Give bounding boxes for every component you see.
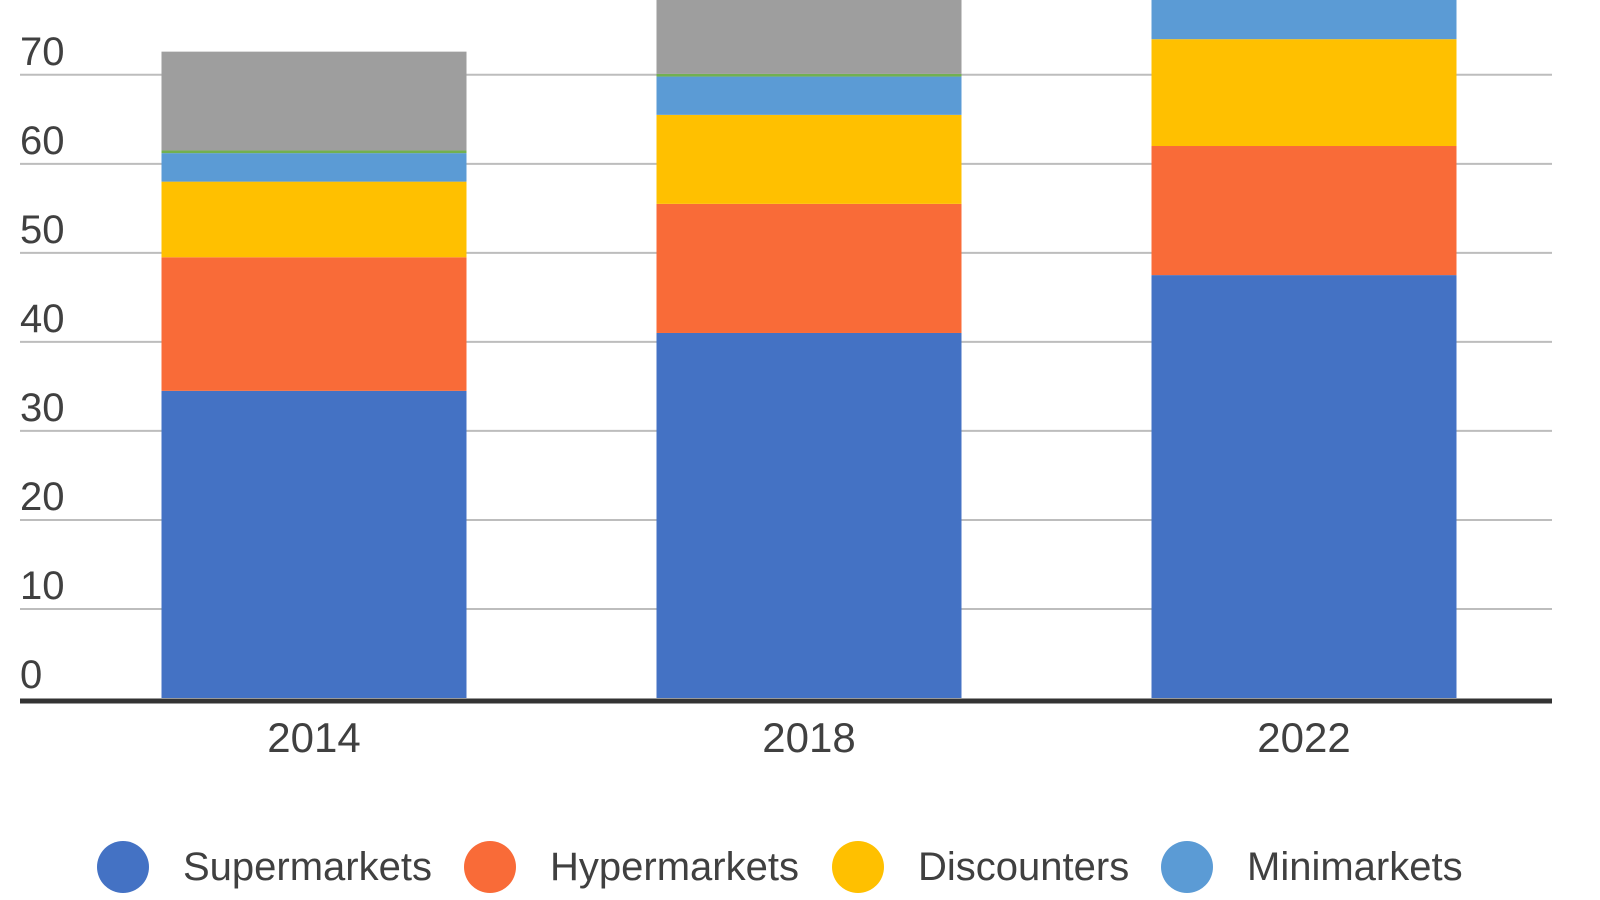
y-tick-label: 70 bbox=[20, 30, 65, 74]
y-tick-label: 40 bbox=[20, 297, 65, 341]
x-tick-label-2022: 2022 bbox=[1257, 714, 1350, 761]
legend-marker-discounters bbox=[832, 841, 884, 893]
x-tick-label-2018: 2018 bbox=[762, 714, 855, 761]
y-tick-label: 0 bbox=[20, 653, 42, 697]
x-tick-label-2014: 2014 bbox=[267, 714, 360, 761]
legend-marker-minimarkets bbox=[1161, 841, 1213, 893]
y-tick-label: 60 bbox=[20, 119, 65, 163]
bar-segment-2014-hypermarkets bbox=[161, 257, 467, 391]
bar-segment-2014-series-5 bbox=[161, 150, 467, 154]
bar-segment-2022-minimarkets bbox=[1151, 0, 1457, 40]
legend: Supermarkets Hypermarkets Discounters Minim… bbox=[97, 841, 1463, 893]
bar-segment-2018-hypermarkets bbox=[656, 203, 962, 333]
bar-segment-2014-supermarkets bbox=[161, 390, 467, 698]
bar-segment-2018-discounters bbox=[656, 114, 962, 204]
bar-segment-2014-series-6 bbox=[161, 51, 467, 151]
legend-label-hypermarkets: Hypermarkets bbox=[550, 845, 799, 889]
legend-label-minimarkets: Minimarkets bbox=[1247, 845, 1463, 889]
legend-label-supermarkets: Supermarkets bbox=[183, 845, 432, 889]
bar-segment-2018-supermarkets bbox=[656, 332, 962, 698]
bar-segment-2022-supermarkets bbox=[1151, 275, 1457, 698]
bar-segment-2018-series-5 bbox=[656, 73, 962, 77]
bar-segment-2022-discounters bbox=[1151, 39, 1457, 147]
legend-label-discounters: Discounters bbox=[918, 845, 1129, 889]
legend-marker-hypermarkets bbox=[464, 841, 516, 893]
x-axis-tick-labels: 2014 2018 2022 bbox=[267, 714, 1350, 761]
legend-marker-supermarkets bbox=[97, 841, 149, 893]
bar-segment-2022-hypermarkets bbox=[1151, 146, 1457, 276]
y-tick-label: 20 bbox=[20, 475, 65, 519]
bar-segment-2014-discounters bbox=[161, 181, 467, 258]
y-tick-label: 50 bbox=[20, 208, 65, 252]
y-axis-tick-labels: 0 10 20 30 40 50 60 70 bbox=[20, 30, 65, 697]
y-tick-label: 30 bbox=[20, 386, 65, 430]
bar-segment-2018-series-6 bbox=[656, 0, 962, 74]
bars bbox=[161, 0, 1457, 698]
y-tick-label: 10 bbox=[20, 564, 65, 608]
bar-segment-2018-minimarkets bbox=[656, 76, 962, 115]
bar-segment-2014-minimarkets bbox=[161, 153, 467, 182]
